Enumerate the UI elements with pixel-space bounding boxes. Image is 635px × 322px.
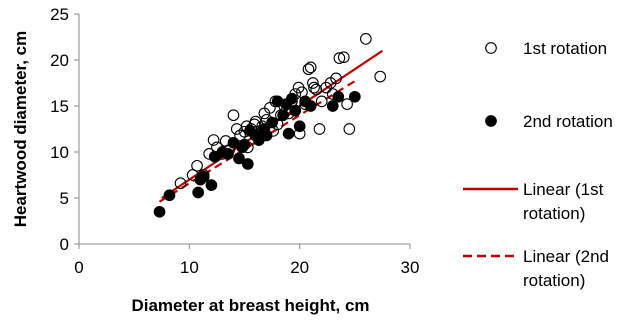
point-2nd-rotation (241, 158, 254, 170)
point-2nd-rotation (282, 127, 295, 140)
x-tick-label: 0 (74, 258, 83, 277)
point-1st-rotation (304, 61, 317, 74)
y-axis-title: Heartwood diameter, cm (11, 31, 30, 228)
point-2nd-rotation (153, 205, 166, 218)
legend-label: Linear (2nd (523, 247, 609, 266)
legend-label: 2nd rotation (523, 112, 613, 131)
point-2nd-rotation (260, 129, 273, 142)
plot-marks (153, 32, 387, 218)
legend-label: rotation) (523, 271, 585, 290)
point-1st-rotation (343, 123, 356, 135)
point-1st-rotation (360, 32, 372, 45)
point-2nd-rotation (266, 116, 278, 129)
point-2nd-rotation (304, 100, 317, 112)
point-1st-rotation (333, 52, 346, 65)
legend-label: Linear (1st (523, 180, 604, 199)
point-1st-rotation (174, 177, 187, 190)
point-2nd-rotation (289, 104, 302, 117)
point-1st-rotation (313, 123, 326, 135)
point-2nd-rotation (205, 179, 218, 191)
point-1st-rotation (330, 72, 342, 85)
point-2nd-rotation (163, 189, 176, 202)
y-tick-label: 10 (50, 143, 69, 162)
point-2nd-rotation (236, 141, 249, 154)
y-tick-label: 15 (50, 97, 69, 116)
point-1st-rotation (315, 95, 328, 108)
point-1st-rotation (307, 77, 319, 89)
y-tick-label: 5 (60, 189, 69, 208)
point-1st-rotation (341, 98, 353, 111)
x-tick-label: 10 (180, 258, 199, 277)
y-tick-label: 20 (50, 51, 69, 70)
legend-item: Linear (1st rotation) (463, 180, 604, 223)
point-2nd-rotation (197, 170, 210, 183)
point-1st-rotation (234, 129, 246, 142)
point-1st-rotation (207, 134, 220, 146)
x-tick-label: 30 (401, 258, 420, 277)
point-2nd-rotation (326, 100, 339, 112)
legend-filled-circle-icon (485, 115, 497, 127)
point-1st-rotation (191, 159, 203, 172)
point-2nd-rotation (222, 147, 234, 160)
legend-item: 2nd rotation (485, 112, 613, 131)
point-1st-rotation (302, 63, 315, 76)
legend-label: rotation) (523, 204, 585, 223)
x-tick-label: 20 (290, 258, 309, 277)
point-2nd-rotation (280, 98, 293, 111)
point-1st-rotation (308, 81, 320, 94)
legend: 1st rotation 2nd rotation Linear (1st rotat… (463, 39, 613, 290)
axes: 0 5 10 15 20 25 0 10 20 30 Diameter at breast heig… (11, 5, 419, 315)
x-axis-title: Diameter at breast height, cm (131, 296, 369, 315)
legend-open-circle-icon (485, 42, 497, 54)
point-2nd-rotation (277, 109, 289, 122)
point-2nd-rotation (348, 90, 361, 103)
point-1st-rotation (227, 109, 240, 122)
legend-item: 1st rotation (485, 39, 607, 58)
point-2nd-rotation (192, 186, 205, 199)
legend-label: 1st rotation (523, 39, 607, 58)
point-1st-rotation (374, 70, 387, 83)
point-2nd-rotation (293, 120, 306, 133)
point-2nd-rotation (332, 90, 345, 103)
point-1st-rotation (337, 51, 350, 64)
point-1st-rotation (258, 107, 271, 120)
point-1st-rotation (320, 81, 332, 94)
y-tick-label: 25 (50, 5, 69, 24)
point-2nd-rotation (233, 152, 245, 165)
y-tick-label: 0 (60, 235, 69, 254)
legend-item: Linear (2nd rotation) (463, 247, 609, 290)
